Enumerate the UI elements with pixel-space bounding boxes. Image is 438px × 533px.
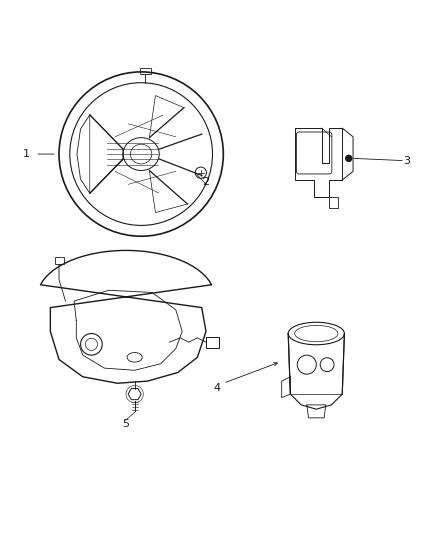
Text: 2: 2	[202, 177, 210, 187]
Bar	[55, 257, 64, 264]
Text: 3: 3	[403, 156, 410, 166]
Bar	[206, 336, 219, 348]
Text: 1: 1	[23, 149, 30, 159]
Text: 5: 5	[123, 419, 130, 430]
Text: 4: 4	[213, 383, 220, 393]
Circle shape	[346, 155, 352, 161]
Bar	[140, 68, 151, 74]
